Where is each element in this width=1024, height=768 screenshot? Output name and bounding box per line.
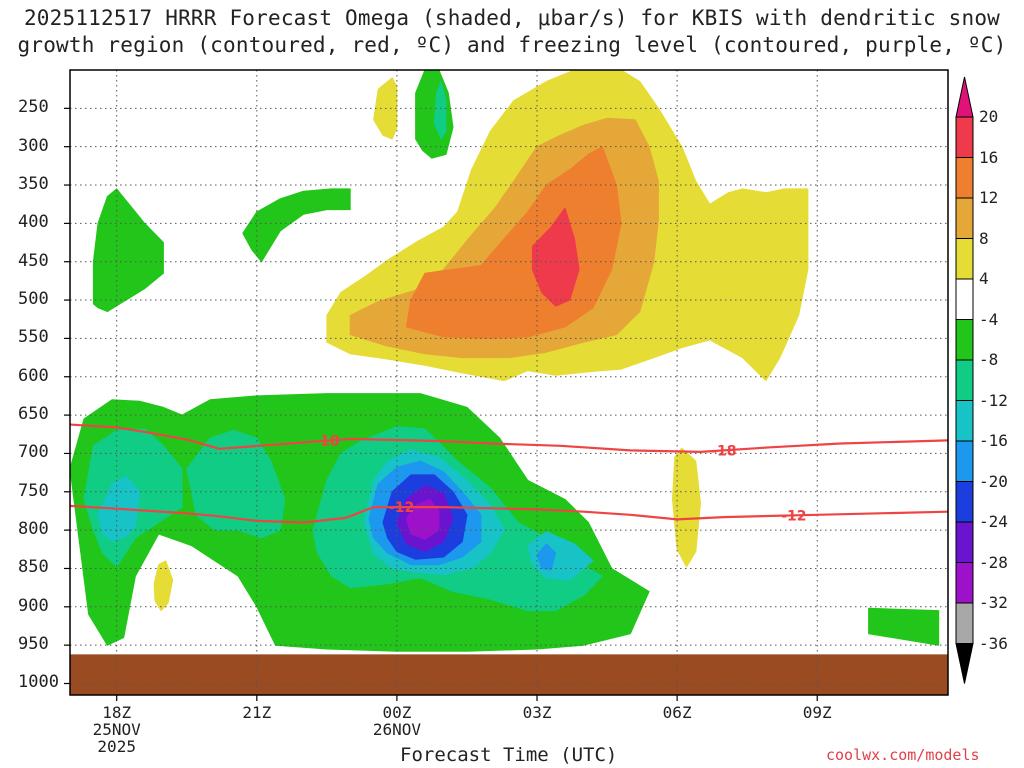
- x-tick-hour: 03Z: [522, 703, 552, 722]
- plot-frame: [69, 69, 949, 696]
- y-tick-label: 450: [18, 250, 49, 271]
- chart-title-line2: growth region (contoured, red, ºC) and f…: [17, 33, 1007, 57]
- colorbar-bin-2: [955, 197, 974, 239]
- colorbar-label: 8: [979, 228, 989, 248]
- x-tick-label-03Z: 03Z: [492, 703, 582, 722]
- contour-label--12-0: -12: [389, 500, 414, 516]
- y-tick-label: 600: [18, 365, 49, 386]
- y-tick-label: 400: [18, 212, 49, 233]
- colorbar-bin-1: [955, 157, 974, 199]
- colorbar-label: -4: [979, 309, 999, 329]
- x-tick-hour: 06Z: [662, 703, 692, 722]
- omega-region-yellow-blob-19z: [153, 560, 174, 612]
- colorbar-bin-12: [955, 602, 974, 644]
- chart-title-line1: 2025112517 HRRR Forecast Omega (shaded, …: [23, 6, 1001, 30]
- colorbar-bin-8: [955, 440, 974, 482]
- contour-line--12: [70, 504, 948, 524]
- colorbar-top-arrow: [955, 76, 974, 118]
- y-tick-label: 550: [18, 327, 49, 348]
- colorbar-label: -24: [979, 512, 1008, 531]
- y-tick-label: 300: [18, 135, 49, 156]
- y-tick-label: 1000: [18, 672, 59, 693]
- colorbar-bin-4: [955, 278, 974, 320]
- y-tick-label: 700: [18, 442, 49, 463]
- colorbar-label: -20: [979, 471, 1008, 491]
- x-tick-hour: 18Z: [102, 703, 132, 722]
- contour-label--18-0: -18: [314, 434, 339, 450]
- y-tick-label: 650: [18, 404, 49, 425]
- x-tick-hour: 00Z: [382, 703, 412, 722]
- colorbar-bin-6: [955, 359, 974, 401]
- x-tick-label-00Z: 00Z 26NOV: [352, 703, 442, 739]
- colorbar-bin-10: [955, 521, 974, 563]
- colorbar-label: -8: [979, 350, 999, 369]
- omega-region-yellow-blob-06z: [672, 447, 701, 568]
- colorbar-label: 4: [979, 269, 989, 288]
- omega-region-green-mid-left: [92, 188, 164, 313]
- colorbar-label: -12: [979, 390, 1008, 410]
- x-tick-date: 25NOV: [92, 720, 141, 739]
- terrain-fill: [70, 654, 948, 695]
- omega-region-teal-streak-top: [433, 81, 447, 140]
- credit-link[interactable]: coolwx.com/models: [826, 746, 980, 764]
- x-tick-hour: 09Z: [802, 703, 832, 722]
- colorbar-bin-7: [955, 400, 974, 442]
- contour-line--18: [70, 423, 948, 454]
- y-tick-label: 750: [18, 480, 49, 501]
- x-axis-title: Forecast Time (UTC): [400, 744, 618, 766]
- x-tick-label-18Z: 18Z 25NOV 2025: [72, 703, 162, 756]
- colorbar-bin-3: [955, 238, 974, 280]
- omega-region-blue-low-small: [536, 543, 557, 571]
- y-tick-label: 850: [18, 557, 49, 578]
- y-tick-label: 900: [18, 595, 49, 616]
- x-tick-year: 2025: [97, 737, 136, 756]
- colorbar-label: 20: [979, 107, 999, 126]
- omega-region-purple-low: [405, 498, 440, 540]
- y-tick-label: 950: [18, 634, 49, 655]
- contour-label--12-1: -12: [781, 508, 806, 524]
- colorbar-label: -32: [979, 593, 1008, 612]
- colorbar-bottom-arrow: [955, 643, 974, 684]
- colorbar-label: -28: [979, 552, 1008, 572]
- colorbar-label: 16: [979, 147, 999, 167]
- colorbar-bin-11: [955, 562, 974, 604]
- y-tick-label: 350: [18, 174, 49, 195]
- x-tick-date: 26NOV: [372, 720, 421, 739]
- colorbar-label: -16: [979, 431, 1008, 450]
- colorbar-bin-5: [955, 319, 974, 361]
- colorbar-bin-9: [955, 481, 974, 523]
- x-tick-hour: 21Z: [242, 703, 272, 722]
- y-tick-label: 250: [18, 97, 49, 118]
- y-tick-label: 800: [18, 519, 49, 540]
- omega-region-green-small-right: [868, 607, 940, 646]
- colorbar-label: -36: [979, 633, 1008, 653]
- contour-label--18-1: -18: [711, 443, 736, 459]
- y-tick-label: 500: [18, 289, 49, 310]
- x-tick-label-21Z: 21Z: [212, 703, 302, 722]
- colorbar-bin-0: [955, 116, 974, 158]
- omega-region-teal-low-mid: [186, 429, 286, 539]
- x-tick-label-09Z: 09Z: [772, 703, 862, 722]
- x-tick-label-06Z: 06Z: [632, 703, 722, 722]
- colorbar-label: 12: [979, 188, 999, 207]
